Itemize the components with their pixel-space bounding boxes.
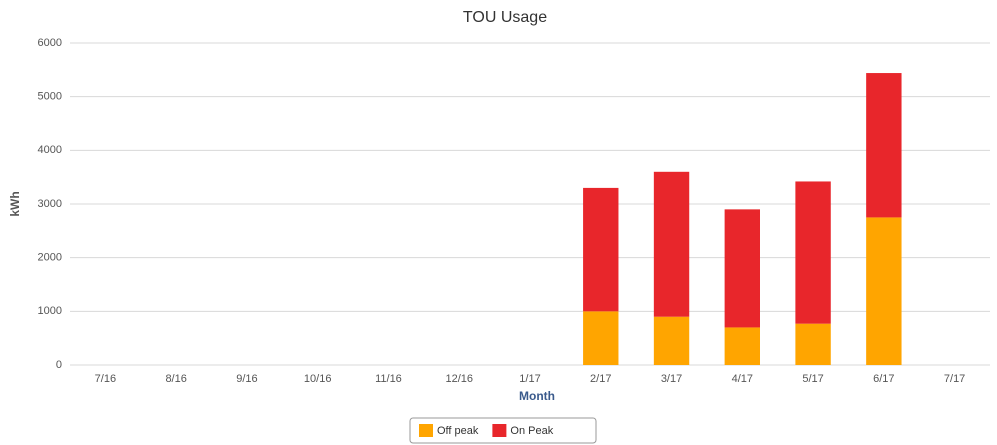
y-tick-label: 3000 — [38, 198, 62, 210]
bar-segment — [724, 327, 760, 365]
x-tick-label: 6/17 — [873, 373, 894, 385]
y-tick-label: 2000 — [38, 252, 62, 264]
legend-label: Off peak — [437, 425, 479, 437]
bar-segment — [653, 171, 690, 317]
legend-label: On Peak — [510, 425, 553, 437]
chart-title: TOU Usage — [463, 9, 547, 26]
y-tick-label: 1000 — [38, 305, 62, 317]
bar-segment — [866, 73, 902, 218]
x-tick-label: 11/16 — [375, 373, 402, 385]
x-tick-label: 8/16 — [165, 373, 186, 385]
bar-segment — [866, 217, 902, 365]
x-tick-label: 5/17 — [802, 373, 823, 385]
x-axis-title: Month — [519, 389, 555, 403]
x-tick-label: 1/17 — [519, 373, 540, 385]
y-tick-label: 0 — [56, 359, 62, 371]
bar-segment — [795, 181, 831, 324]
bar-segment — [583, 311, 619, 365]
x-tick-label: 2/17 — [590, 373, 611, 385]
y-tick-label: 6000 — [38, 37, 62, 49]
legend-swatch — [492, 424, 507, 437]
x-tick-label: 7/17 — [944, 373, 965, 385]
bar-segment — [795, 323, 831, 365]
x-tick-label: 10/16 — [304, 373, 332, 385]
bar-segment — [724, 209, 760, 328]
y-tick-label: 5000 — [38, 91, 62, 103]
x-tick-label: 7/16 — [95, 373, 116, 385]
y-axis-title: kWh — [8, 191, 22, 216]
x-tick-label: 12/16 — [445, 373, 473, 385]
legend-swatch — [419, 424, 433, 437]
bar-segment — [583, 187, 619, 312]
x-tick-label: 9/16 — [236, 373, 257, 385]
x-tick-label: 3/17 — [661, 373, 682, 385]
x-tick-label: 4/17 — [732, 373, 753, 385]
y-tick-label: 4000 — [38, 144, 62, 156]
bar-segment — [653, 316, 690, 365]
